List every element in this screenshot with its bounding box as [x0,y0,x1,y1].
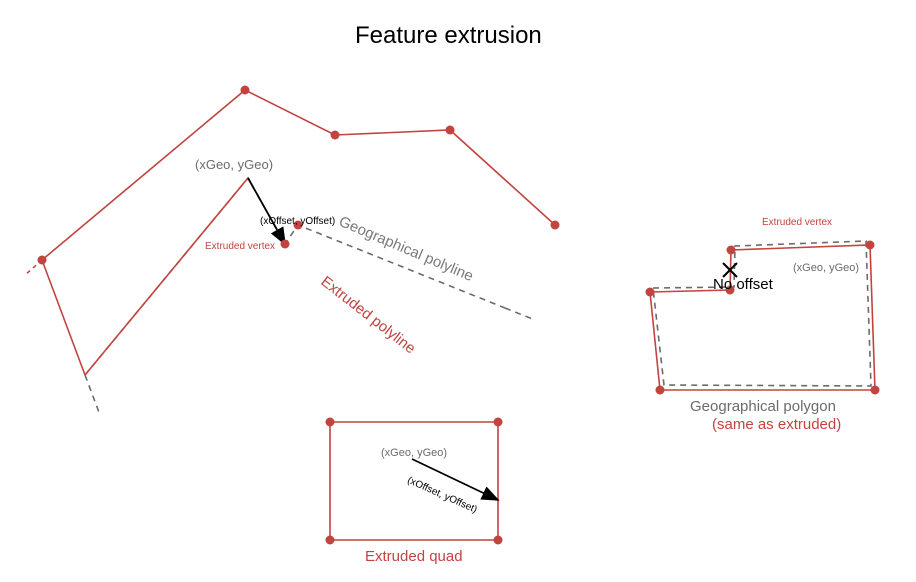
diagram-title: Feature extrusion [355,22,542,50]
extruded-quad-caption: Extruded quad [365,548,463,565]
quad-xgeo-label: (xGeo, yGeo) [381,447,447,459]
polyline-extruded-vertex-label: Extruded vertex [205,241,275,252]
polyline-xoffset-label: (xOffset, yOffset) [260,216,335,227]
geographical-polygon-label: Geographical polygon [690,398,836,415]
offset-arrow-icon [248,178,285,244]
polygon-xgeo-label: (xGeo, yGeo) [793,262,859,274]
same-as-extruded-label: (same as extruded) [712,416,841,433]
geographical-polyline [85,178,505,375]
polygon-extruded-vertex-label: Extruded vertex [762,217,832,228]
polyline-xgeo-label: (xGeo, yGeo) [195,157,273,172]
no-offset-label: No offset [713,276,773,293]
extruded-polyline [42,90,555,260]
